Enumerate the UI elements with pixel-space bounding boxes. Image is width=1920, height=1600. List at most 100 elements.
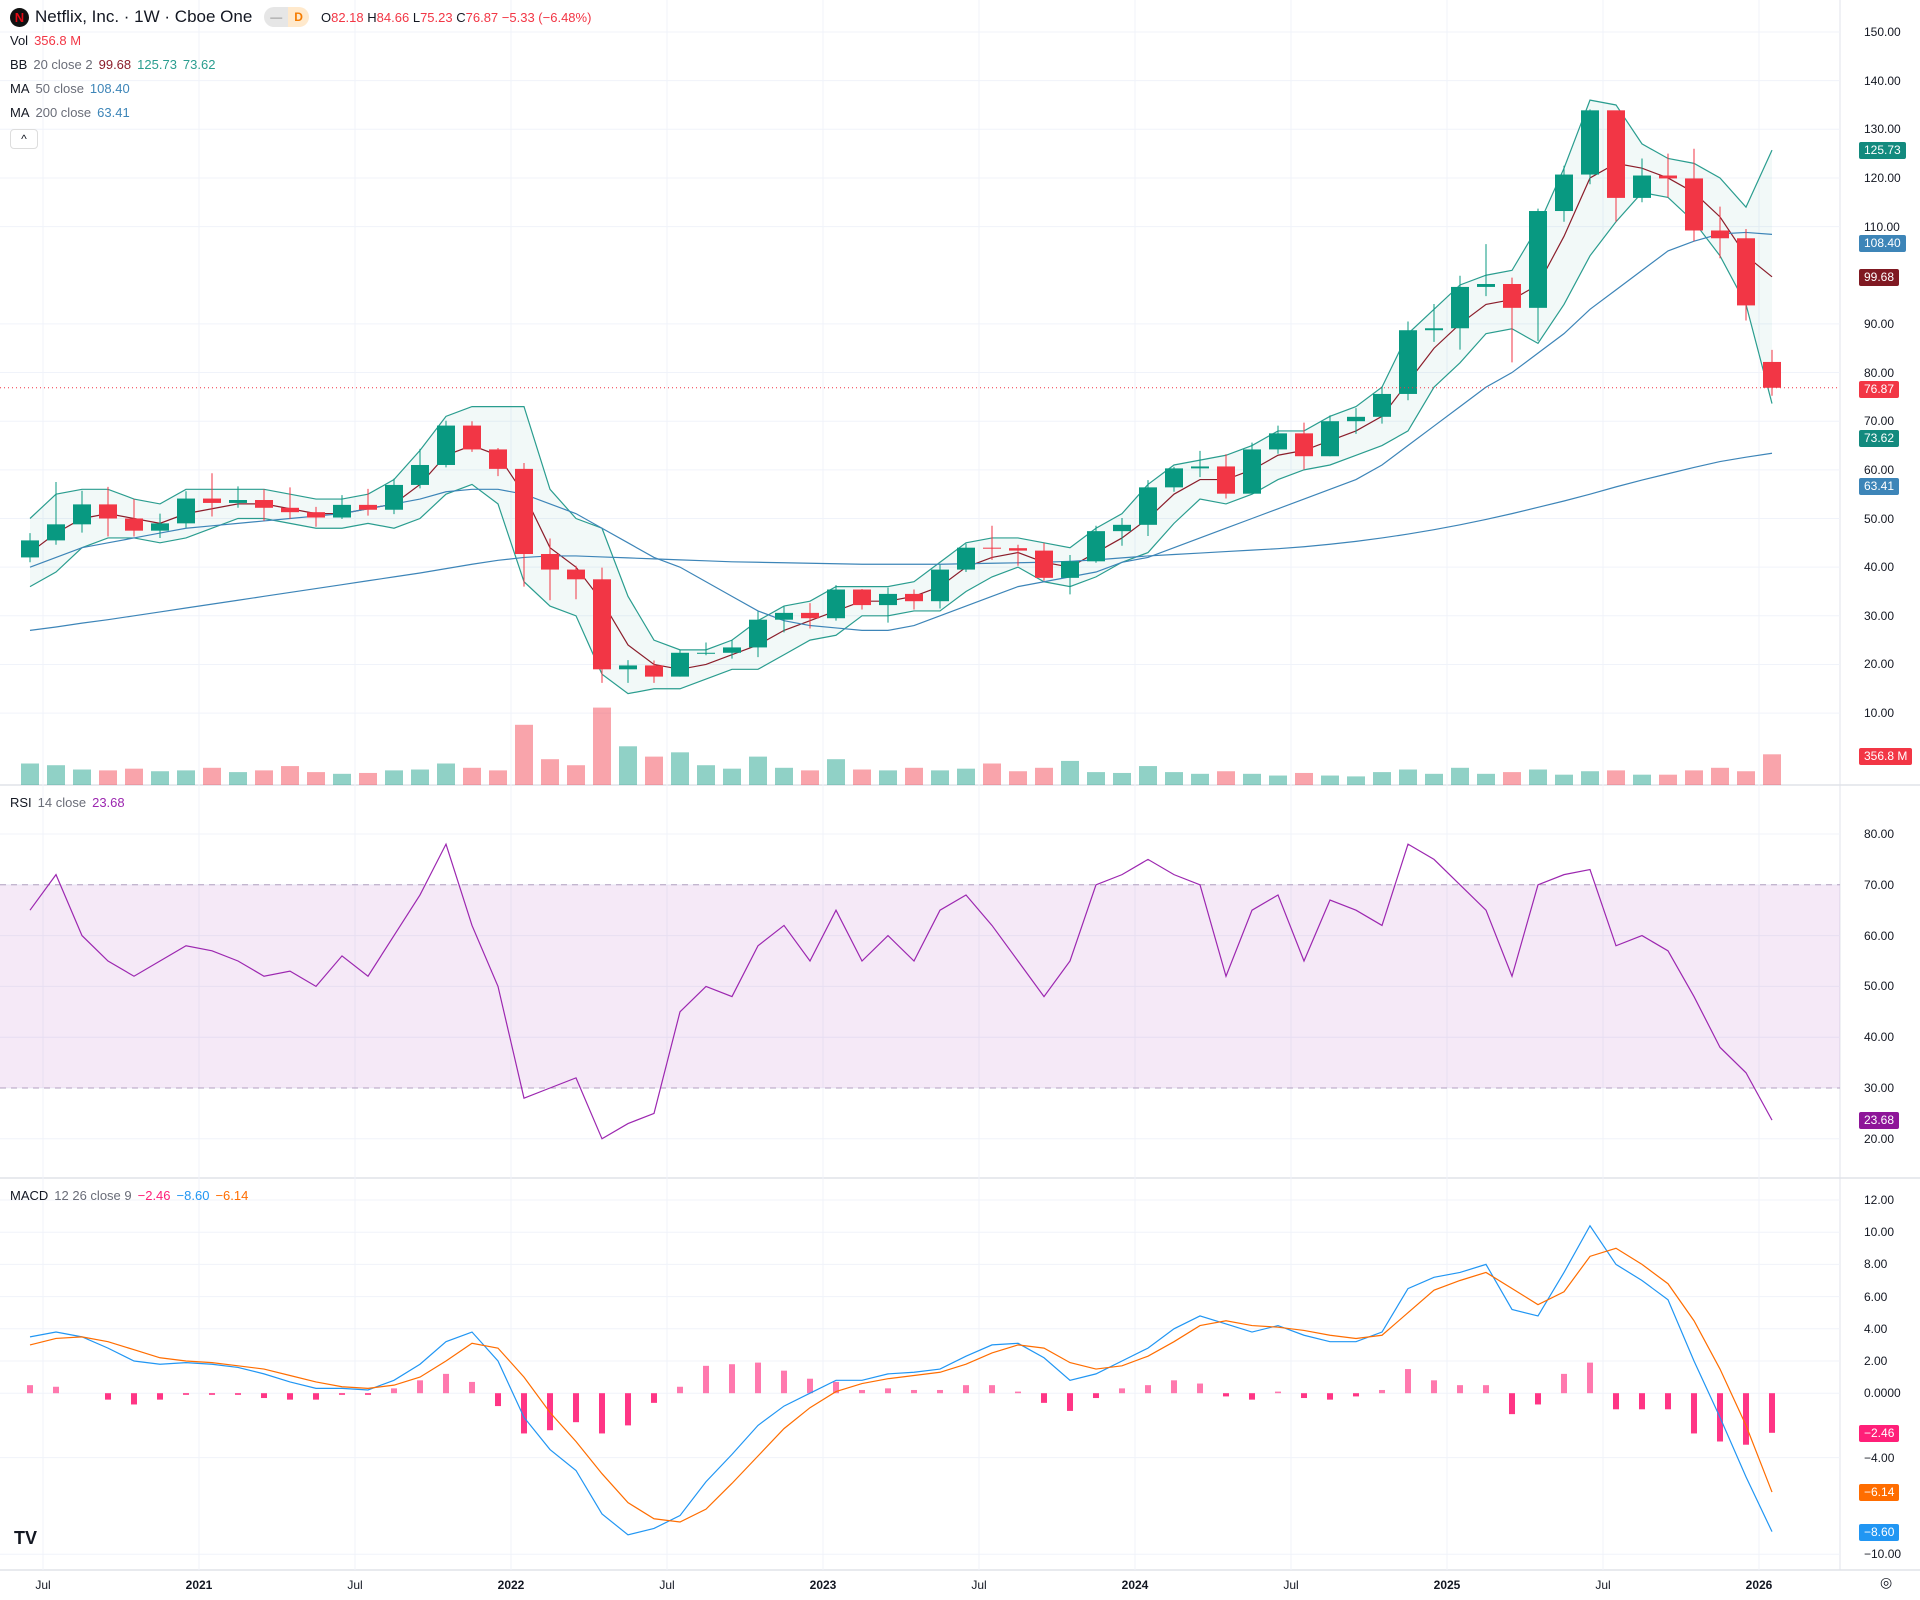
macd-histogram-bar [209,1393,215,1395]
candle-body [801,612,819,619]
ma200-legend[interactable]: MA 200 close 63.41 [10,105,130,120]
candle-body [1321,421,1339,457]
volume-bar [1243,773,1261,785]
time-axis-label: Jul [659,1578,675,1592]
volume-bar [1399,769,1417,785]
volume-bar [463,767,481,785]
macd-histogram-bar [443,1373,449,1394]
volume-bar [47,765,65,785]
volume-bar [1477,773,1495,785]
macd-histogram-bar [1093,1393,1099,1399]
legend-value: 23.68 [92,795,125,810]
macd-histogram-bar [1483,1385,1489,1394]
legend-value: 356.8 M [34,33,82,48]
candle-body [1113,524,1131,532]
candle-body [1659,175,1677,179]
volume-bar [307,772,325,785]
volume-bar [1659,774,1677,785]
candle-body [99,504,117,519]
time-axis-label: 2026 [1745,1578,1773,1592]
macd-histogram-bar [469,1381,475,1394]
macd-histogram-bar [131,1393,137,1405]
time-axis-label: 2025 [1433,1578,1461,1592]
axis-label: 80.00 [1864,827,1895,841]
volume-bar [333,773,351,785]
candle-body [723,647,741,653]
axis-label: −10.00 [1864,1547,1902,1562]
volume-bar [1295,772,1313,785]
open-label: O [320,9,332,25]
macd-histogram-bar [1067,1393,1073,1411]
symbol-title[interactable]: Netflix, Inc. · 1W · Cboe One [35,7,253,26]
change-value: −5.33 (−6.48%) [501,9,592,25]
candle-body [1373,393,1391,417]
legend-label: Vol [10,33,29,48]
volume-bar [73,769,91,785]
volume-bar [931,770,949,785]
price-tag-bb-upper: 125.73 [1859,142,1906,160]
ma50-legend[interactable]: MA 50 close 108.40 [10,81,130,96]
badge-right: D [288,7,309,27]
macd-histogram-bar [521,1393,527,1434]
symbol-header: N Netflix, Inc. · 1W · Cboe One — D O82.1… [10,7,591,27]
price-tag-ma200: 63.41 [1859,478,1900,496]
macd-histogram-bar [1405,1369,1411,1394]
candle-body [905,593,923,602]
macd-histogram-bar [755,1362,761,1394]
macd-histogram-bar [1769,1393,1775,1433]
volume-bar [177,770,195,785]
time-axis-label: Jul [971,1578,987,1592]
candle-body [775,612,793,620]
candle-body [151,523,169,531]
candle-body [281,507,299,513]
tradingview-logo[interactable]: TV [14,1528,38,1548]
macd-histogram-bar [703,1365,709,1394]
macd-histogram-bar [1145,1385,1151,1394]
volume-bar [125,768,143,785]
bb-legend[interactable]: BB 20 close 2 99.68 125.73 73.62 [10,57,215,72]
macd-histogram-bar [807,1378,813,1394]
candle-body [1165,468,1183,488]
volume-bar [1555,774,1573,785]
price-tag-hist: −2.46 [1859,1424,1900,1442]
volume-bar [671,752,689,785]
candle-body [645,665,663,677]
candle-body [671,652,689,677]
time-axis-label: 2024 [1121,1578,1149,1592]
volume-bar [567,765,585,785]
macd-histogram-bar [183,1393,189,1395]
price-tag-bb-lower: 73.62 [1859,429,1900,447]
macd-histogram-bar [1587,1362,1593,1394]
candle-body [177,498,195,524]
ma200-line [29,452,1773,631]
axis-label: 130.00 [1864,122,1901,137]
axis-label: 0.0000 [1864,1386,1901,1401]
candle-body [1711,230,1729,239]
volume-bar [775,767,793,785]
legend-params: 14 close [37,795,87,810]
eye-icon[interactable]: ◎ [1880,1574,1893,1590]
macd-histogram-bar [1691,1393,1697,1434]
axis-label: 150.00 [1864,25,1901,39]
macd-histogram-bar [963,1385,969,1394]
price-tag-rsi: 23.68 [1859,1112,1900,1130]
axis-label: 70.00 [1864,414,1895,429]
volume-bar [593,707,611,785]
macd-histogram-bar [729,1364,735,1394]
market-status-badge[interactable]: — D [264,7,309,27]
volume-bar [749,756,767,785]
axis-label: 30.00 [1864,608,1895,623]
macd-legend[interactable]: MACD 12 26 close 9 −2.46 −8.60 −6.14 [10,1188,248,1203]
candle-body [957,547,975,570]
close-value: 76.87 [465,9,499,25]
volume-bar [1087,772,1105,785]
candle-body [853,589,871,606]
candle-body [255,500,273,508]
bb-upper-line [29,99,1773,651]
time-axis-label: Jul [35,1578,51,1592]
macd-histogram-bar [1535,1393,1541,1405]
rsi-legend[interactable]: RSI 14 close 23.68 [10,795,125,810]
volume-legend[interactable]: Vol 356.8 M [10,33,81,48]
collapse-legend-button[interactable]: ^ [10,129,38,149]
